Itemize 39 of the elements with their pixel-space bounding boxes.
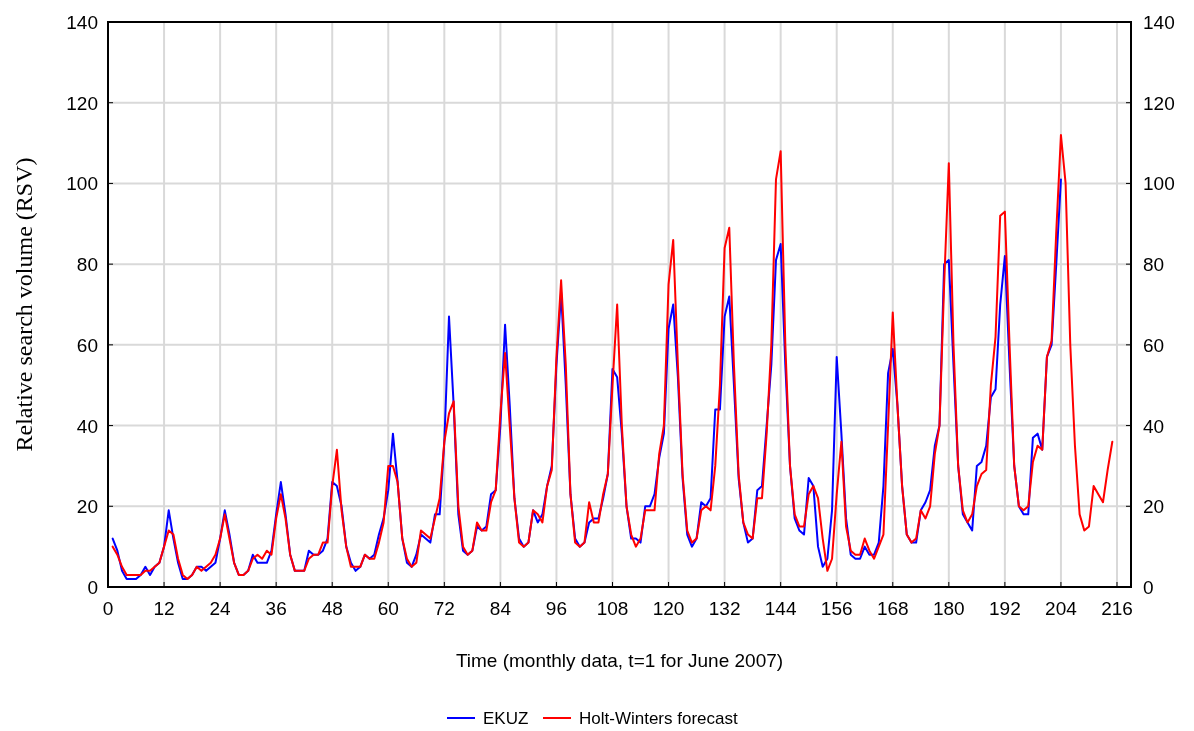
x-tick-label: 120 bbox=[652, 598, 685, 619]
x-tick-label: 132 bbox=[708, 598, 741, 619]
y-tick-label: 100 bbox=[66, 173, 98, 195]
x-tick-label: 36 bbox=[265, 598, 287, 619]
x-tick-label: 96 bbox=[545, 598, 568, 619]
y2-tick-label: 60 bbox=[1143, 334, 1165, 356]
x-tick-label: 60 bbox=[377, 598, 399, 619]
y-axis-title: Relative search volume (RSV) bbox=[11, 157, 37, 452]
x-tick-label: 180 bbox=[932, 598, 965, 619]
y2-tick-label: 20 bbox=[1143, 496, 1165, 518]
legend-label: EKUZ bbox=[483, 709, 529, 728]
x-tick-label: 192 bbox=[989, 598, 1021, 619]
y-tick-label: 0 bbox=[87, 577, 98, 598]
y2-tick-label: 0 bbox=[1143, 577, 1154, 598]
x-tick-label: 0 bbox=[102, 598, 114, 619]
x-tick-label: 216 bbox=[1101, 598, 1133, 619]
x-axis-title: Time (monthly data, t=1 for June 2007) bbox=[455, 650, 784, 671]
x-tick-label: 168 bbox=[876, 598, 909, 619]
y-tick-label: 140 bbox=[66, 12, 98, 33]
x-tick-label: 24 bbox=[209, 598, 232, 619]
y2-tick-label: 140 bbox=[1143, 12, 1175, 33]
legend-label: Holt-Winters forecast bbox=[579, 709, 738, 728]
x-tick-label: 204 bbox=[1045, 598, 1078, 619]
y2-tick-label: 120 bbox=[1143, 92, 1175, 114]
y-tick-label: 120 bbox=[66, 92, 98, 114]
x-tick-label: 156 bbox=[820, 598, 853, 619]
y2-tick-label: 100 bbox=[1143, 173, 1175, 195]
y2-tick-label: 40 bbox=[1143, 415, 1165, 437]
y-tick-label: 20 bbox=[76, 496, 98, 518]
y-tick-label: 60 bbox=[76, 334, 98, 356]
y2-tick-label: 80 bbox=[1143, 254, 1165, 276]
y-tick-label: 80 bbox=[76, 254, 98, 276]
x-tick-label: 144 bbox=[764, 598, 797, 619]
x-tick-label: 108 bbox=[596, 598, 629, 619]
y-tick-label: 40 bbox=[76, 415, 98, 437]
x-tick-label: 48 bbox=[321, 598, 343, 619]
x-tick-label: 84 bbox=[489, 598, 512, 619]
x-tick-label: 72 bbox=[433, 598, 455, 619]
x-tick-label: 12 bbox=[153, 598, 175, 619]
